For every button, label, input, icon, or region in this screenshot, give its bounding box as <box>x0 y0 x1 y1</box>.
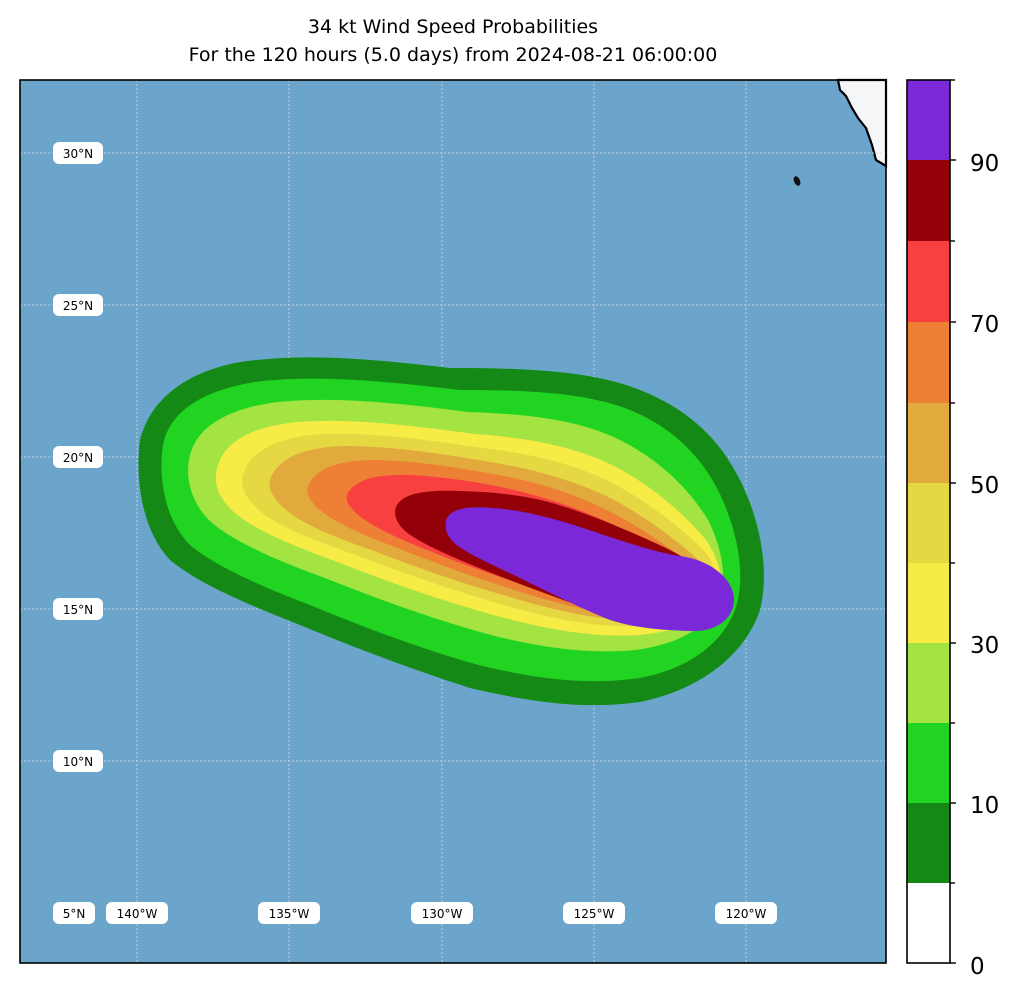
lat-label-30: 30°N <box>53 142 103 164</box>
lat-label-25: 25°N <box>53 294 103 316</box>
colorbar-tick-30: 30 <box>970 633 999 659</box>
colorbar-bin-70-80 <box>907 322 950 403</box>
map-subtitle: For the 120 hours (5.0 days) from 2024-0… <box>188 44 718 66</box>
island <box>793 176 801 186</box>
lat-label-10: 10°N <box>53 750 103 772</box>
lon-label-140: 140°W <box>106 902 168 924</box>
contour-100-110 <box>445 507 735 632</box>
map-panel: 30°N 25°N 20°N 15°N 10°N 5°N <box>19 78 888 964</box>
lon-label-130: 130°W <box>411 902 473 924</box>
lon-label-120: 120°W <box>715 902 777 924</box>
colorbar: 0 10 30 50 70 90 <box>906 79 999 980</box>
colorbar-bin-100-110 <box>907 80 950 160</box>
lon-label-125: 125°W <box>563 902 625 924</box>
lat-label-25-text: 25°N <box>63 299 93 313</box>
colorbar-frame <box>906 79 951 964</box>
colorbar-tick-90: 90 <box>970 151 999 177</box>
lon-label-135-text: 135°W <box>269 907 310 921</box>
colorbar-bin-50-60 <box>907 483 950 563</box>
lat-label-30-text: 30°N <box>63 147 93 161</box>
colorbar-bin-90-100 <box>907 160 950 241</box>
colorbar-bin-0-10 <box>907 883 950 963</box>
colorbar-bin-30-40 <box>907 643 950 723</box>
lon-label-135: 135°W <box>258 902 320 924</box>
lat-label-5-text: 5°N <box>63 907 86 921</box>
lat-label-5: 5°N <box>53 902 95 924</box>
colorbar-bin-20-30 <box>907 723 950 803</box>
lat-label-20: 20°N <box>53 446 103 468</box>
lat-label-15-text: 15°N <box>63 603 93 617</box>
lat-label-15: 15°N <box>53 598 103 620</box>
colorbar-bin-60-70 <box>907 403 950 483</box>
lon-label-125-text: 125°W <box>574 907 615 921</box>
lat-label-10-text: 10°N <box>63 755 93 769</box>
lat-labels: 30°N 25°N 20°N 15°N 10°N 5°N <box>53 142 103 924</box>
lon-label-120-text: 120°W <box>726 907 767 921</box>
colorbar-bin-10-20 <box>907 803 950 883</box>
probability-swath <box>138 357 764 706</box>
colorbar-tick-labels: 0 10 30 50 70 90 <box>970 151 999 980</box>
colorbar-bin-80-90 <box>907 241 950 322</box>
colorbar-tick-70: 70 <box>970 312 999 338</box>
lat-label-20-text: 20°N <box>63 451 93 465</box>
colorbar-tick-0: 0 <box>970 954 985 980</box>
lon-label-130-text: 130°W <box>422 907 463 921</box>
colorbar-bin-40-50 <box>907 563 950 643</box>
colorbar-tick-50: 50 <box>970 473 999 499</box>
map-title: 34 kt Wind Speed Probabilities <box>307 16 599 38</box>
lon-labels: 140°W 135°W 130°W 125°W 120°W <box>106 902 777 924</box>
map-frame <box>19 79 887 964</box>
colorbar-tick-10: 10 <box>970 793 999 819</box>
colorbar-ticks <box>950 79 956 964</box>
lon-label-140-text: 140°W <box>117 907 158 921</box>
